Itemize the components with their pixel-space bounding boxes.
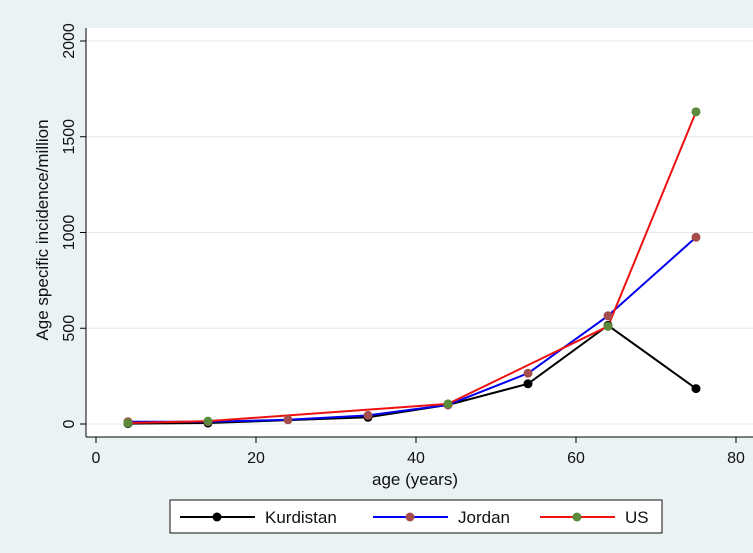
legend-label: Kurdistan xyxy=(265,508,337,527)
x-tick-label: 60 xyxy=(567,450,585,467)
y-tick-label: 0 xyxy=(61,419,78,428)
y-axis-title: Age specific incidence/million xyxy=(33,119,52,340)
legend-label: Jordan xyxy=(458,508,510,527)
x-tick-label: 40 xyxy=(407,450,425,467)
y-tick-label: 500 xyxy=(61,315,78,342)
y-tick-label: 1000 xyxy=(61,215,78,251)
x-tick-label: 20 xyxy=(247,450,265,467)
data-point xyxy=(691,384,701,394)
data-point xyxy=(123,418,133,428)
x-axis-title: age (years) xyxy=(372,470,458,489)
series-line xyxy=(128,236,697,423)
data-point xyxy=(283,415,293,425)
data-point xyxy=(603,311,613,321)
legend-marker xyxy=(405,512,415,522)
legend-label: US xyxy=(625,508,649,527)
legend: Kurdistan Jordan US xyxy=(169,499,663,534)
x-tick-label: 80 xyxy=(727,450,745,467)
data-point xyxy=(603,321,613,331)
y-tick-label: 2000 xyxy=(61,23,78,59)
data-point xyxy=(523,379,533,389)
data-point xyxy=(523,368,533,378)
axes: 0 20 40 60 80 0 500 1000 1500 2000 xyxy=(61,23,753,467)
legend-marker xyxy=(212,512,222,522)
data-point xyxy=(363,410,373,420)
x-tick-label: 0 xyxy=(92,450,101,467)
data-point xyxy=(443,399,453,409)
legend-marker xyxy=(572,512,582,522)
series xyxy=(123,107,701,429)
data-point xyxy=(691,232,701,242)
data-point xyxy=(203,416,213,426)
y-tick-label: 1500 xyxy=(61,119,78,155)
data-point xyxy=(691,107,701,117)
